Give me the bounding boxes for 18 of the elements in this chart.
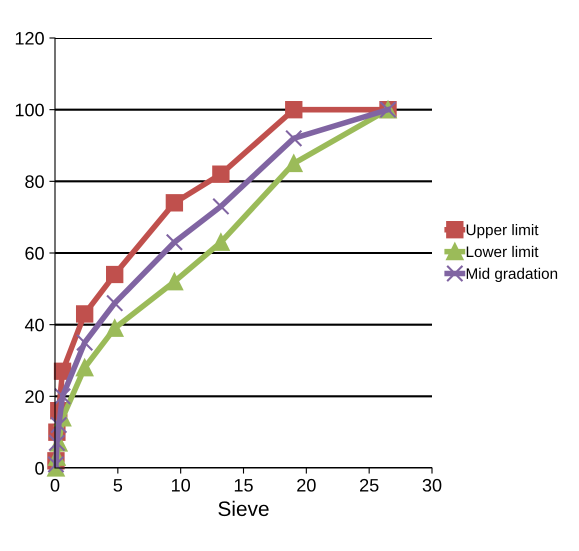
- y-tick-label: 40: [24, 318, 44, 332]
- x-tick-label: 20: [297, 478, 316, 492]
- y-tick-label: 60: [25, 246, 44, 260]
- y-tick-label: 20: [25, 390, 44, 404]
- y-tick-label: 120: [16, 32, 44, 45]
- legend-label: Mid gradation: [466, 268, 558, 282]
- x-tick-label: 0: [50, 478, 60, 492]
- x-axis-title: Sieve: [218, 500, 269, 516]
- y-tick-label: 100: [16, 104, 44, 116]
- y-tick-label: 0: [35, 462, 44, 475]
- x-tick-label: 25: [360, 478, 378, 492]
- x-tick-label: 10: [172, 478, 190, 492]
- y-tick-label: 80: [25, 175, 44, 188]
- x-tick-label: 15: [234, 479, 253, 492]
- legend-label: Lower limit: [466, 246, 538, 258]
- x-tick-label: 30: [422, 478, 442, 492]
- legend-label: Upper limit: [466, 224, 538, 238]
- x-tick-label: 5: [114, 479, 122, 492]
